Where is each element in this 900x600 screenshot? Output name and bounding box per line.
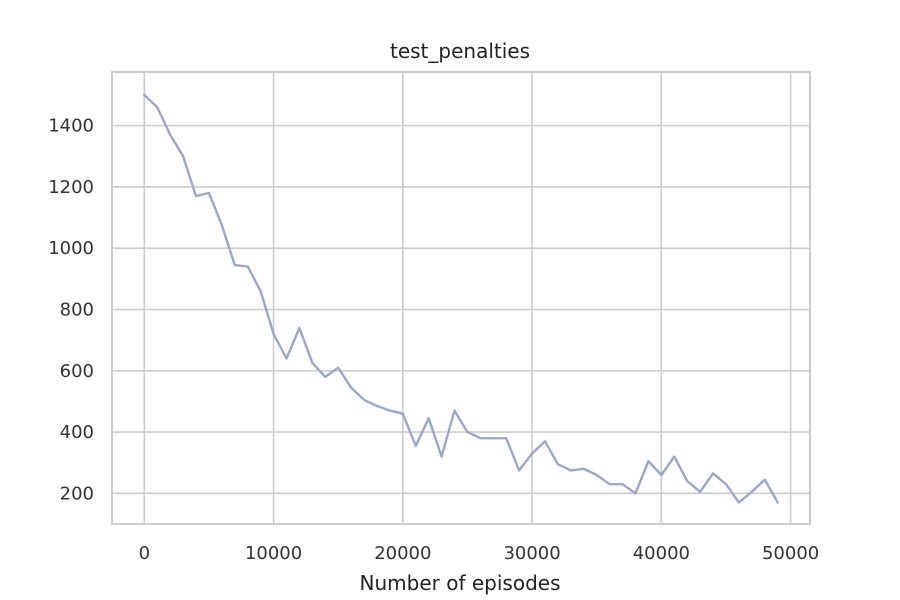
y-tick-label: 1200 xyxy=(48,177,94,198)
x-tick-label: 30000 xyxy=(503,543,560,564)
x-axis: 0 10000 20000 30000 40000 50000 xyxy=(139,543,820,564)
grid xyxy=(112,72,810,524)
y-tick-label: 400 xyxy=(60,422,94,443)
x-tick-label: 10000 xyxy=(245,543,302,564)
x-tick-label: 0 xyxy=(139,543,150,564)
series-layer xyxy=(143,93,779,504)
series-line xyxy=(143,93,779,504)
x-axis-label: Number of episodes xyxy=(360,571,561,595)
plot-frame xyxy=(111,71,811,525)
x-tick-label: 50000 xyxy=(762,543,819,564)
y-tick-label: 600 xyxy=(60,361,94,382)
x-tick-label: 40000 xyxy=(633,543,690,564)
y-tick-label: 1000 xyxy=(48,238,94,259)
y-tick-label: 1400 xyxy=(48,116,94,137)
y-axis: 200 400 600 800 1000 1200 1400 xyxy=(48,116,94,505)
y-tick-label: 200 xyxy=(60,483,94,504)
y-tick-label: 800 xyxy=(60,299,94,320)
x-tick-label: 20000 xyxy=(374,543,431,564)
chart-title: test_penalties xyxy=(390,39,530,63)
